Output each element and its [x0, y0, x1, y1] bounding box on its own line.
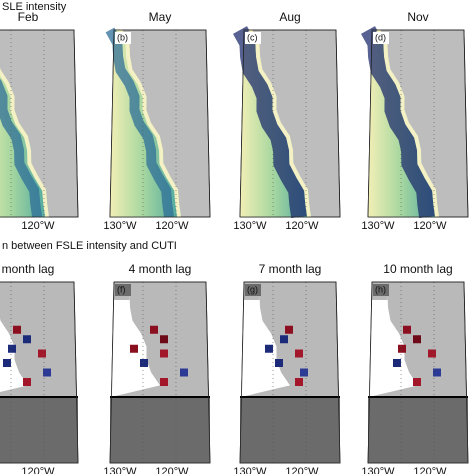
letter-box — [245, 32, 261, 44]
cell — [150, 325, 158, 334]
letter-box — [115, 284, 131, 296]
x-tick-label: 130°W — [233, 220, 267, 232]
cell — [428, 349, 436, 358]
panel-letter: (c) — [247, 32, 258, 42]
cell — [38, 349, 46, 358]
x-tick-label: 130°W — [103, 466, 137, 474]
x-tick-label: 120°W — [413, 466, 447, 474]
frame — [367, 29, 469, 218]
x-tick-label: 130°W — [233, 466, 267, 474]
frame — [0, 281, 79, 464]
coast-strip — [0, 67, 50, 218]
cell — [23, 335, 31, 344]
bottom-title: n between FSLE intensity and CUTI — [2, 240, 177, 252]
letter-box — [115, 32, 131, 44]
map-panel — [105, 27, 211, 218]
x-tick-label: 120°W — [155, 466, 189, 474]
masked-area — [0, 397, 78, 463]
frame — [239, 29, 341, 218]
panel-title: 4 month lag — [129, 262, 192, 276]
fsle-band — [233, 26, 308, 219]
masked-area — [110, 397, 210, 463]
panel-letter: (b) — [117, 32, 128, 42]
panel-letter: (f) — [117, 284, 126, 294]
map-panel — [233, 26, 341, 219]
map-panel — [367, 281, 469, 464]
cell — [160, 349, 168, 358]
ocean — [369, 294, 419, 397]
panel-title: Feb — [18, 10, 39, 24]
map-panel — [109, 281, 211, 464]
cell — [295, 349, 303, 358]
map-panel — [0, 29, 79, 218]
coast-strip — [118, 29, 182, 218]
frame — [109, 29, 211, 218]
x-tick-label: 120°W — [285, 220, 319, 232]
frame — [0, 29, 79, 218]
x-tick-label: 130°W — [361, 220, 395, 232]
panel-title: Aug — [279, 10, 300, 24]
panel-letter: (d) — [375, 32, 386, 42]
panel-letter: (h) — [375, 284, 386, 294]
frame — [239, 281, 341, 464]
cell — [140, 359, 148, 367]
cell — [180, 368, 188, 377]
frame — [109, 281, 211, 464]
letter-box — [373, 284, 389, 296]
panel-title: Nov — [407, 10, 428, 24]
cell — [433, 368, 441, 377]
fsle-band — [361, 26, 436, 219]
panel-title: 10 month lag — [383, 262, 452, 276]
letter-box — [373, 32, 389, 44]
panel-title: May — [149, 10, 172, 24]
cell — [265, 344, 273, 353]
cell — [413, 378, 421, 386]
map-panel — [361, 26, 469, 219]
cell — [3, 359, 11, 367]
ocean — [0, 318, 29, 393]
cell — [13, 325, 21, 334]
fsle-band — [0, 78, 43, 218]
cell — [43, 368, 51, 377]
map-panel — [239, 281, 341, 464]
x-tick-label: 120°W — [155, 220, 189, 232]
cell — [280, 335, 288, 344]
cell — [300, 368, 308, 377]
cell — [413, 335, 421, 344]
cell — [8, 344, 16, 353]
fsle-band — [105, 27, 175, 218]
coast-strip — [376, 29, 440, 218]
panel-title: 7 month lag — [259, 262, 322, 276]
panel-letter: (g) — [247, 284, 258, 294]
x-tick-label: 120°W — [21, 466, 55, 474]
cell — [393, 359, 401, 367]
panel-title: month lag — [2, 262, 55, 276]
cell — [403, 325, 411, 334]
cell — [295, 378, 303, 386]
cell — [130, 344, 138, 353]
cell — [23, 378, 31, 386]
coast-strip — [248, 29, 312, 218]
x-tick-label: 130°W — [103, 220, 137, 232]
top-title: SLE intensity — [2, 1, 67, 13]
x-tick-label: 120°W — [21, 220, 55, 232]
masked-area — [240, 397, 340, 463]
frame — [367, 281, 469, 464]
cell — [160, 335, 168, 344]
cell — [160, 378, 168, 386]
x-tick-label: 130°W — [361, 466, 395, 474]
x-tick-label: 120°W — [413, 220, 447, 232]
masked-area — [368, 397, 468, 463]
map-panel — [0, 281, 79, 464]
x-tick-label: 120°W — [285, 466, 319, 474]
cell — [275, 359, 283, 367]
letter-box — [245, 284, 261, 296]
cell — [285, 325, 293, 334]
cell — [398, 344, 406, 353]
